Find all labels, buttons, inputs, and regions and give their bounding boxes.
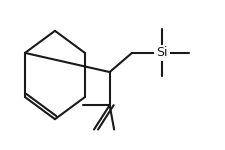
Text: Si: Si [156,46,167,59]
